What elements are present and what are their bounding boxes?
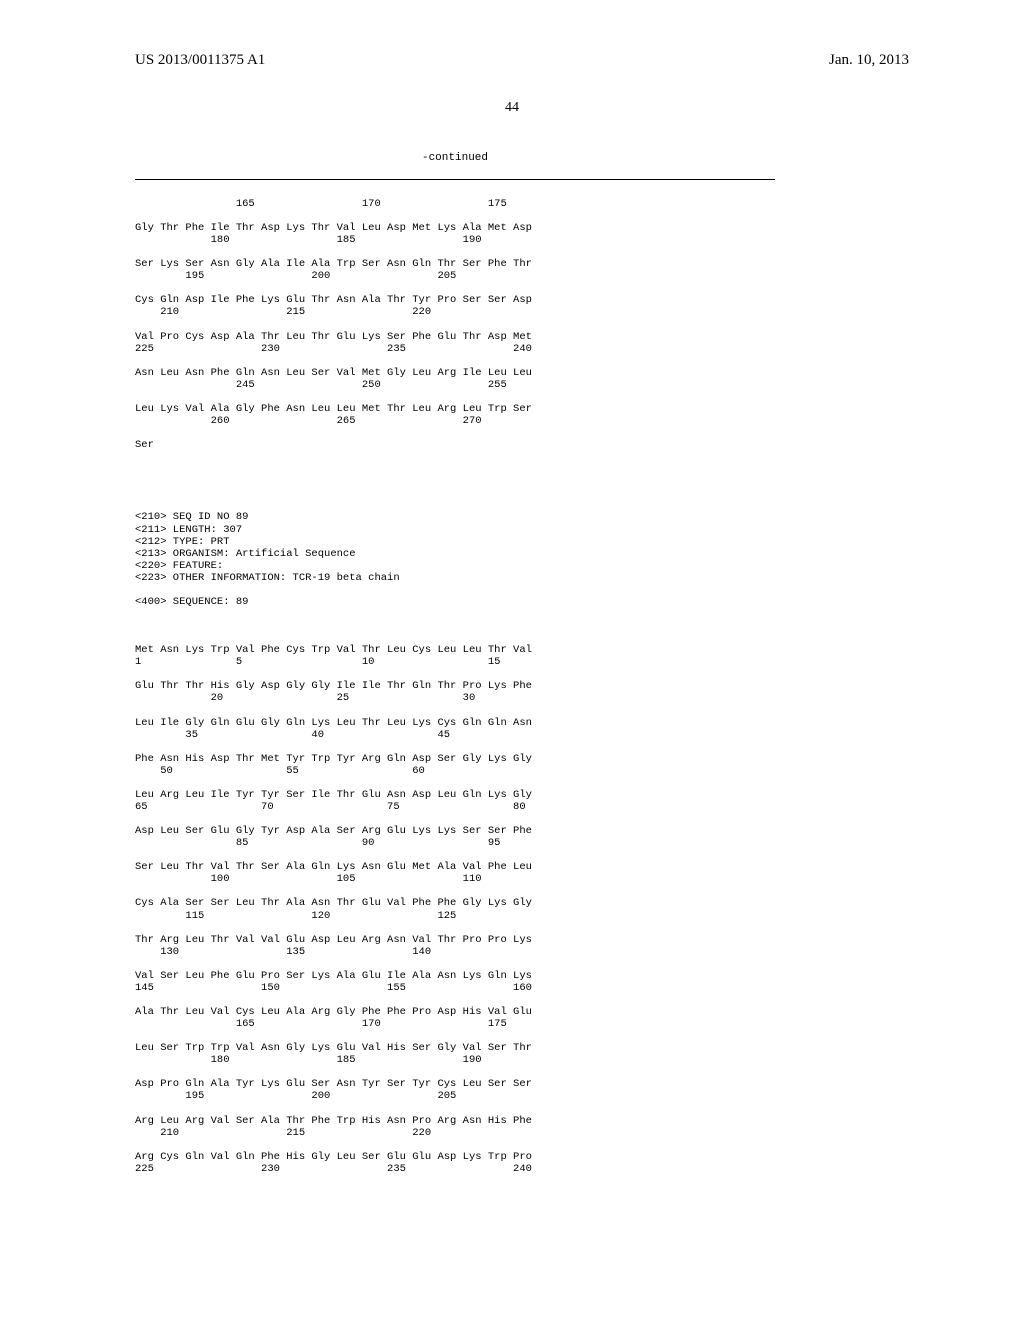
blank-line <box>135 355 775 367</box>
sequence-position-row: 245 250 255 <box>135 379 775 391</box>
blank-line <box>135 668 775 680</box>
blank-line <box>135 391 775 403</box>
blank-line <box>135 1139 775 1151</box>
sequence-residues-row: Arg Cys Gln Val Gln Phe His Gly Leu Ser … <box>135 1151 775 1163</box>
sequence-position-row: 115 120 125 <box>135 910 775 922</box>
sequence-position-row: 20 25 30 <box>135 692 775 704</box>
sequence-position-row: 1 5 10 15 <box>135 656 775 668</box>
blank-line <box>135 922 775 934</box>
sequence-residues-row: Phe Asn His Asp Thr Met Tyr Trp Tyr Arg … <box>135 753 775 765</box>
blank-line <box>135 777 775 789</box>
sequence-position-row: 210 215 220 <box>135 306 775 318</box>
seq-header-line: <211> LENGTH: 307 <box>135 524 775 536</box>
blank-line <box>135 427 775 439</box>
blank-line <box>135 885 775 897</box>
seq-header-line: <220> FEATURE: <box>135 560 775 572</box>
blank-line <box>135 318 775 330</box>
sequence-residues-row: Leu Lys Val Ala Gly Phe Asn Leu Leu Met … <box>135 403 775 415</box>
blank-line <box>135 704 775 716</box>
sequence-residues-row: Cys Ala Ser Ser Leu Thr Ala Asn Thr Glu … <box>135 897 775 909</box>
blank-line <box>135 813 775 825</box>
seq-header-line: <400> SEQUENCE: 89 <box>135 596 775 608</box>
sequence-residues-row: Ser <box>135 439 775 451</box>
sequence-residues-row: Arg Leu Arg Val Ser Ala Thr Phe Trp His … <box>135 1115 775 1127</box>
sequence-position-row: 35 40 45 <box>135 729 775 741</box>
sequence-position-row: 195 200 205 <box>135 270 775 282</box>
sequence-residues-row: Glu Thr Thr His Gly Asp Gly Gly Ile Ile … <box>135 680 775 692</box>
sequence-residues-row: Leu Arg Leu Ile Tyr Tyr Ser Ile Thr Glu … <box>135 789 775 801</box>
seq-header-line: <223> OTHER INFORMATION: TCR-19 beta cha… <box>135 572 775 584</box>
sequence-position-row: 210 215 220 <box>135 1127 775 1139</box>
sequence-residues-row: Ser Lys Ser Asn Gly Ala Ile Ala Trp Ser … <box>135 258 775 270</box>
divider <box>135 179 775 180</box>
blank-line <box>135 958 775 970</box>
seq-header-line: <210> SEQ ID NO 89 <box>135 511 775 523</box>
blank-line <box>135 246 775 258</box>
page-number: 44 <box>0 100 1024 116</box>
sequence-position-row: 145 150 155 160 <box>135 982 775 994</box>
sequence-residues-row: Gly Thr Phe Ile Thr Asp Lys Thr Val Leu … <box>135 222 775 234</box>
sequence-residues-row: Leu Ser Trp Trp Val Asn Gly Lys Glu Val … <box>135 1042 775 1054</box>
sequence-residues-row: 165 170 175 <box>135 198 775 210</box>
sequence-header: <210> SEQ ID NO 89<211> LENGTH: 307<212>… <box>135 511 775 608</box>
sequence-residues-row: Asp Pro Gln Ala Tyr Lys Glu Ser Asn Tyr … <box>135 1078 775 1090</box>
sequence-block-1: 165 170 175 Gly Thr Phe Ile Thr Asp Lys … <box>135 198 775 451</box>
blank-line <box>135 994 775 1006</box>
continued-label: -continued <box>135 152 775 165</box>
sequence-residues-row: Leu Ile Gly Gln Glu Gly Gln Lys Leu Thr … <box>135 717 775 729</box>
seq-header-line: <212> TYPE: PRT <box>135 536 775 548</box>
sequence-position-row: 85 90 95 <box>135 837 775 849</box>
publication-date: Jan. 10, 2013 <box>829 52 909 69</box>
seq-header-line: <213> ORGANISM: Artificial Sequence <box>135 548 775 560</box>
sequence-residues-row: Ser Leu Thr Val Thr Ser Ala Gln Lys Asn … <box>135 861 775 873</box>
blank-line <box>135 1066 775 1078</box>
sequence-residues-row: Asp Leu Ser Glu Gly Tyr Asp Ala Ser Arg … <box>135 825 775 837</box>
sequence-listing-content: -continued 165 170 175 Gly Thr Phe Ile T… <box>135 140 775 1187</box>
sequence-position-row: 50 55 60 <box>135 765 775 777</box>
sequence-position-row: 180 185 190 <box>135 1054 775 1066</box>
blank-line <box>135 741 775 753</box>
sequence-residues-row: Ala Thr Leu Val Cys Leu Ala Arg Gly Phe … <box>135 1006 775 1018</box>
publication-number: US 2013/0011375 A1 <box>135 52 265 69</box>
sequence-position-row: 225 230 235 240 <box>135 1163 775 1175</box>
sequence-position-row: 165 170 175 <box>135 1018 775 1030</box>
blank-line <box>135 849 775 861</box>
blank-line <box>135 282 775 294</box>
blank-line <box>135 463 775 475</box>
sequence-position-row: 225 230 235 240 <box>135 343 775 355</box>
blank-line <box>135 620 775 632</box>
sequence-residues-row: Asn Leu Asn Phe Gln Asn Leu Ser Val Met … <box>135 367 775 379</box>
sequence-position-row: 195 200 205 <box>135 1090 775 1102</box>
blank-line <box>135 1103 775 1115</box>
blank-line <box>135 210 775 222</box>
sequence-residues-row: Met Asn Lys Trp Val Phe Cys Trp Val Thr … <box>135 644 775 656</box>
sequence-position-row: 100 105 110 <box>135 873 775 885</box>
sequence-position-row: 180 185 190 <box>135 234 775 246</box>
sequence-position-row: 260 265 270 <box>135 415 775 427</box>
sequence-residues-row: Thr Arg Leu Thr Val Val Glu Asp Leu Arg … <box>135 934 775 946</box>
sequence-position-row: 130 135 140 <box>135 946 775 958</box>
blank-line <box>135 1030 775 1042</box>
blank-line <box>135 487 775 499</box>
sequence-position-row: 65 70 75 80 <box>135 801 775 813</box>
sequence-block-2: Met Asn Lys Trp Val Phe Cys Trp Val Thr … <box>135 644 775 1175</box>
sequence-residues-row: Cys Gln Asp Ile Phe Lys Glu Thr Asn Ala … <box>135 294 775 306</box>
sequence-residues-row: Val Ser Leu Phe Glu Pro Ser Lys Ala Glu … <box>135 970 775 982</box>
sequence-residues-row: Val Pro Cys Asp Ala Thr Leu Thr Glu Lys … <box>135 331 775 343</box>
seq-header-line <box>135 584 775 596</box>
